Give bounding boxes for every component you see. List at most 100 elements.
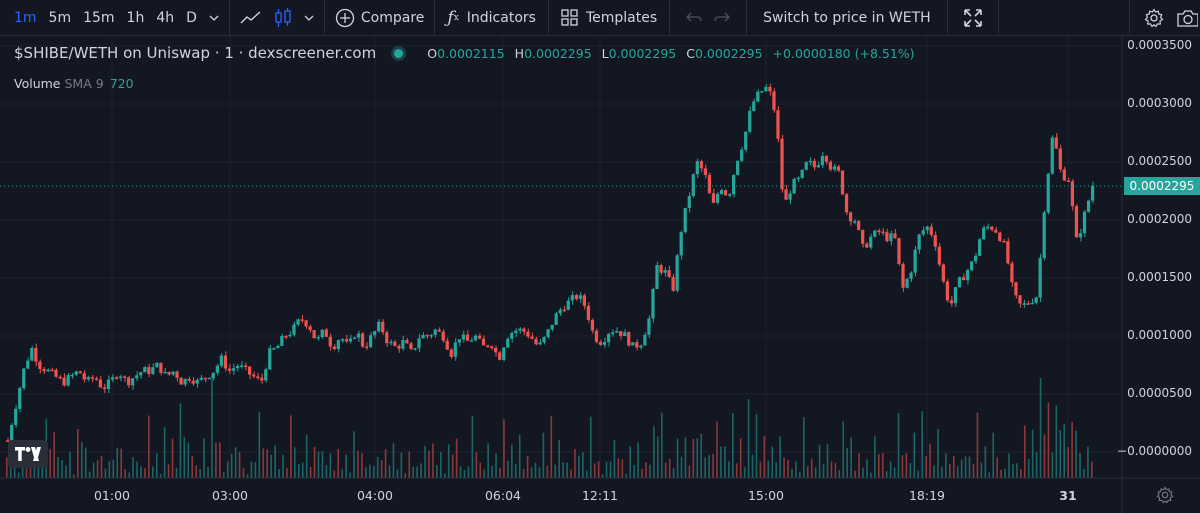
undo-icon[interactable] xyxy=(686,12,702,24)
candle xyxy=(203,377,207,380)
candle xyxy=(816,165,820,168)
fullscreen-button[interactable] xyxy=(952,0,994,36)
camera-button[interactable] xyxy=(1174,0,1200,36)
volume-bar xyxy=(116,447,119,478)
volume-bar xyxy=(463,470,466,478)
candle xyxy=(937,246,941,265)
volume-bar xyxy=(724,446,726,478)
volume-bar xyxy=(270,454,272,478)
volume-bar xyxy=(558,439,560,478)
volume-bar xyxy=(167,464,170,478)
candle xyxy=(401,339,405,349)
candle xyxy=(994,229,998,233)
volume-bar xyxy=(313,446,316,478)
candle xyxy=(840,170,845,195)
volume-bar xyxy=(826,443,829,478)
candle xyxy=(219,355,223,366)
volume-bar xyxy=(779,436,781,478)
line-chart-icon[interactable] xyxy=(234,10,268,26)
candle xyxy=(151,367,155,375)
volume-bar xyxy=(566,462,568,478)
candle xyxy=(477,335,482,339)
interval-1h[interactable]: 1h xyxy=(126,9,145,26)
candle xyxy=(1078,233,1083,238)
candle xyxy=(546,329,550,337)
candle xyxy=(66,375,70,386)
tradingview-logo[interactable] xyxy=(8,440,48,468)
volume-bar xyxy=(49,448,52,478)
price-tick: 0.0002000 xyxy=(1127,212,1192,226)
candle xyxy=(433,329,437,336)
candle xyxy=(711,193,716,203)
volume-bar xyxy=(830,461,833,478)
volume-bar xyxy=(416,466,418,478)
volume-label[interactable]: Volume xyxy=(14,76,61,91)
candle xyxy=(982,227,986,240)
chevron-down-icon[interactable] xyxy=(298,13,320,23)
axis-settings-button[interactable] xyxy=(1156,486,1174,508)
interval-1m[interactable]: 1m xyxy=(14,9,37,26)
interval-4h[interactable]: 4h xyxy=(156,9,175,26)
candle xyxy=(865,243,869,248)
volume-bar xyxy=(771,446,774,478)
volume-bar xyxy=(976,412,979,478)
chevron-down-icon[interactable] xyxy=(203,13,225,23)
volume-bar xyxy=(183,436,186,478)
candle xyxy=(1022,303,1026,305)
volume-bar xyxy=(179,403,182,478)
candle xyxy=(272,348,276,350)
interval-5m[interactable]: 5m xyxy=(48,9,72,26)
candle xyxy=(147,367,151,375)
candle xyxy=(744,131,748,150)
compare-button[interactable]: Compare xyxy=(329,0,431,36)
redo-icon[interactable] xyxy=(714,12,731,24)
candle xyxy=(127,377,131,386)
symbol-title[interactable]: $SHIBE/WETH on Uniswap · 1 · dexscreener… xyxy=(14,44,377,62)
volume-bar xyxy=(140,466,142,478)
open-key: O xyxy=(427,45,438,61)
volume-bar xyxy=(392,443,395,478)
change-value: +0.0000180 (+8.51%) xyxy=(772,45,915,61)
candle xyxy=(913,249,917,273)
candle xyxy=(425,334,429,337)
candle xyxy=(965,270,970,281)
settings-button[interactable] xyxy=(1134,0,1174,36)
candle-chart-icon[interactable] xyxy=(268,7,298,28)
candle xyxy=(506,338,510,348)
volume-bar xyxy=(586,470,588,478)
candle xyxy=(155,362,159,368)
interval-D[interactable]: D xyxy=(186,9,197,26)
indicators-label: Indicators xyxy=(466,9,536,26)
candle xyxy=(861,229,865,244)
volume-bar xyxy=(290,415,292,478)
templates-button[interactable]: Templates xyxy=(553,0,665,36)
templates-label: Templates xyxy=(585,9,658,26)
volume-bar xyxy=(491,466,493,478)
interval-15m[interactable]: 15m xyxy=(83,9,115,26)
volume-bar xyxy=(388,465,391,478)
volume-bar xyxy=(1075,430,1077,478)
volume-bar xyxy=(522,468,525,478)
candle xyxy=(393,341,397,346)
candle xyxy=(909,272,913,279)
volume-bar xyxy=(822,463,825,478)
volume-bar xyxy=(949,463,951,478)
volume-bar xyxy=(735,463,738,478)
candle xyxy=(1010,263,1014,283)
grid xyxy=(0,36,1122,478)
volume-bar xyxy=(526,455,529,478)
candle xyxy=(485,345,490,347)
candle xyxy=(740,149,744,161)
candle xyxy=(679,232,683,256)
candle xyxy=(364,346,369,349)
volume-bar xyxy=(917,470,920,478)
candle xyxy=(139,372,143,376)
volume-bar xyxy=(589,416,592,478)
volume-bar xyxy=(1071,421,1073,478)
candle xyxy=(961,277,966,281)
candle xyxy=(1026,303,1030,305)
switch-currency-button[interactable]: Switch to price in WETH xyxy=(763,9,931,26)
candle xyxy=(381,321,385,333)
